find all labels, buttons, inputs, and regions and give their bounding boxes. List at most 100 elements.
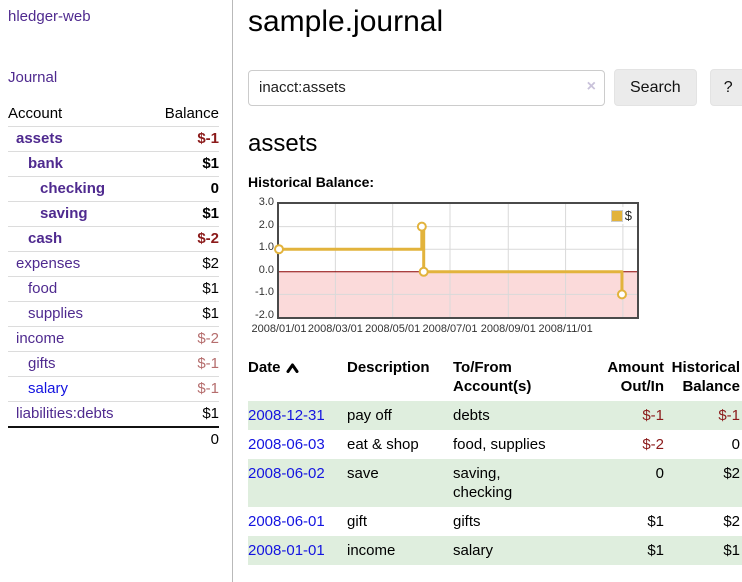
table-row: assets $-1 [8,127,219,152]
search-form: × Search ? [248,69,742,106]
sidebar-account-income[interactable]: income [16,330,65,347]
account-balance: $-2 [197,330,219,347]
help-button[interactable]: ? [709,69,742,106]
table-row: 2008-06-02 save saving, checking 0 $2 [248,459,742,507]
transaction-amount: 0 [655,465,664,482]
date-column-header[interactable]: Date [248,353,347,401]
table-row: cash $-2 [8,227,219,252]
transaction-description: gift [347,513,368,530]
account-balance: $-2 [197,230,219,247]
table-row: 2008-06-01 gift gifts $1 $2 [248,507,742,536]
table-row: supplies $1 [8,302,219,327]
account-balance: $1 [202,155,219,172]
sidebar-account-bank[interactable]: bank [28,155,64,172]
account-balance: 0 [210,180,219,197]
sidebar-item-journal[interactable]: Journal [8,69,58,86]
sidebar-account-checking[interactable]: checking [40,180,106,197]
chart-plot-area: $ [274,202,639,319]
account-balance: $-1 [197,355,219,372]
y-tick-label: 1.0 [258,241,274,254]
transaction-balance: 0 [731,436,740,453]
y-tick-label: -1.0 [255,286,274,299]
total-balance: 0 [210,431,219,448]
x-tick-label: 2008/05/01 [365,323,421,335]
historical-balance-chart: 3.0 2.0 1.0 0.0 -1.0 -2.0 $ 2008/01/01 2008/03… [248,196,742,337]
chart-y-axis: 3.0 2.0 1.0 0.0 -1.0 -2.0 [248,196,274,321]
sidebar-account-assets[interactable]: assets [16,130,63,147]
transaction-description: save [347,465,379,482]
sidebar: hledger-web Journal Account Balance asse… [0,0,233,582]
transaction-accounts: salary [453,542,494,559]
table-row: 2008-12-31 pay off debts $-1 $-1 [248,401,742,430]
sort-ascending-icon [286,363,299,373]
transaction-balance: $-1 [718,407,740,424]
transaction-description: income [347,542,396,559]
account-heading: assets [248,130,318,157]
amount-column-header: Amount Out/In [607,359,664,395]
account-balance: $2 [202,255,219,272]
sidebar-account-cash[interactable]: cash [28,230,63,247]
table-row: expenses $2 [8,252,219,277]
account-column-header: Account [8,105,63,122]
table-row: bank $1 [8,152,219,177]
transaction-date-link[interactable]: 2008-06-03 [248,436,325,453]
account-balance: $1 [202,280,219,297]
accounts-balance-table: Account Balance assets $-1 bank $1 checkin… [8,102,219,452]
register-table: Date Description To/From Account(s) Amou… [248,353,742,565]
table-row: checking 0 [8,177,219,202]
x-tick-label: 2008/09/01 [480,323,536,335]
accounts-table-header: Account Balance [8,102,219,127]
table-row: 2008-06-03 eat & shop food, supplies $-2… [248,430,742,459]
table-row: income $-2 [8,327,219,352]
x-tick-label: 2008/07/01 [422,323,478,335]
transaction-description: eat & shop [347,436,419,453]
x-tick-label: 2008/03/01 [307,323,363,335]
account-balance: $1 [202,205,219,222]
y-tick-label: 0.0 [258,263,274,276]
legend-label: $ [624,208,632,223]
table-row: salary $-1 [8,377,219,402]
accounts-total-row: 0 [8,426,219,452]
account-balance: $1 [202,405,219,422]
main-content: sample.journal × Search ? assets Histori… [248,0,742,565]
sidebar-account-salary[interactable]: salary [28,380,69,397]
y-tick-label: 3.0 [258,196,274,208]
balance-column-header: Historical Balance [671,359,740,395]
chart-x-axis: 2008/01/01 2008/03/01 2008/05/01 2008/07/01… [251,323,637,337]
description-column-header: Description [347,359,430,376]
transaction-date-link[interactable]: 2008-06-02 [248,465,325,482]
transaction-date-link[interactable]: 2008-01-01 [248,542,325,559]
sidebar-account-expenses[interactable]: expenses [16,255,81,272]
account-column-header: To/From Account(s) [453,359,532,395]
sidebar-account-saving[interactable]: saving [40,205,88,222]
transaction-description: pay off [347,407,392,424]
sidebar-account-food[interactable]: food [28,280,58,297]
transaction-amount: $1 [647,513,664,530]
transaction-amount: $-1 [642,407,664,424]
transaction-date-link[interactable]: 2008-06-01 [248,513,325,530]
transaction-accounts: debts [453,407,490,424]
x-tick-label: 2008/11/01 [538,323,593,335]
table-row: 2008-01-01 income salary $1 $1 [248,536,742,565]
balance-column-header: Balance [164,105,219,122]
transaction-accounts: gifts [453,513,481,530]
x-tick-label: 2008/01/01 [251,323,307,335]
search-button[interactable]: Search [614,69,697,106]
transaction-amount: $1 [647,542,664,559]
transaction-accounts: food, supplies [453,436,546,453]
sidebar-account-liabilities-debts[interactable]: liabilities:debts [16,405,114,422]
account-balance: $1 [202,305,219,322]
transaction-accounts: saving, checking [453,465,513,501]
sidebar-account-gifts[interactable]: gifts [28,355,56,372]
transaction-balance: $1 [723,542,740,559]
table-row: gifts $-1 [8,352,219,377]
date-header-label: Date [248,359,281,376]
y-tick-label: -2.0 [255,309,274,321]
sidebar-account-supplies[interactable]: supplies [28,305,84,322]
search-input[interactable] [248,69,605,106]
table-row: food $1 [8,277,219,302]
clear-search-icon[interactable]: × [586,77,596,95]
app-title-link[interactable]: hledger-web [8,8,91,25]
table-row: liabilities:debts $1 [8,402,219,426]
transaction-date-link[interactable]: 2008-12-31 [248,407,325,424]
